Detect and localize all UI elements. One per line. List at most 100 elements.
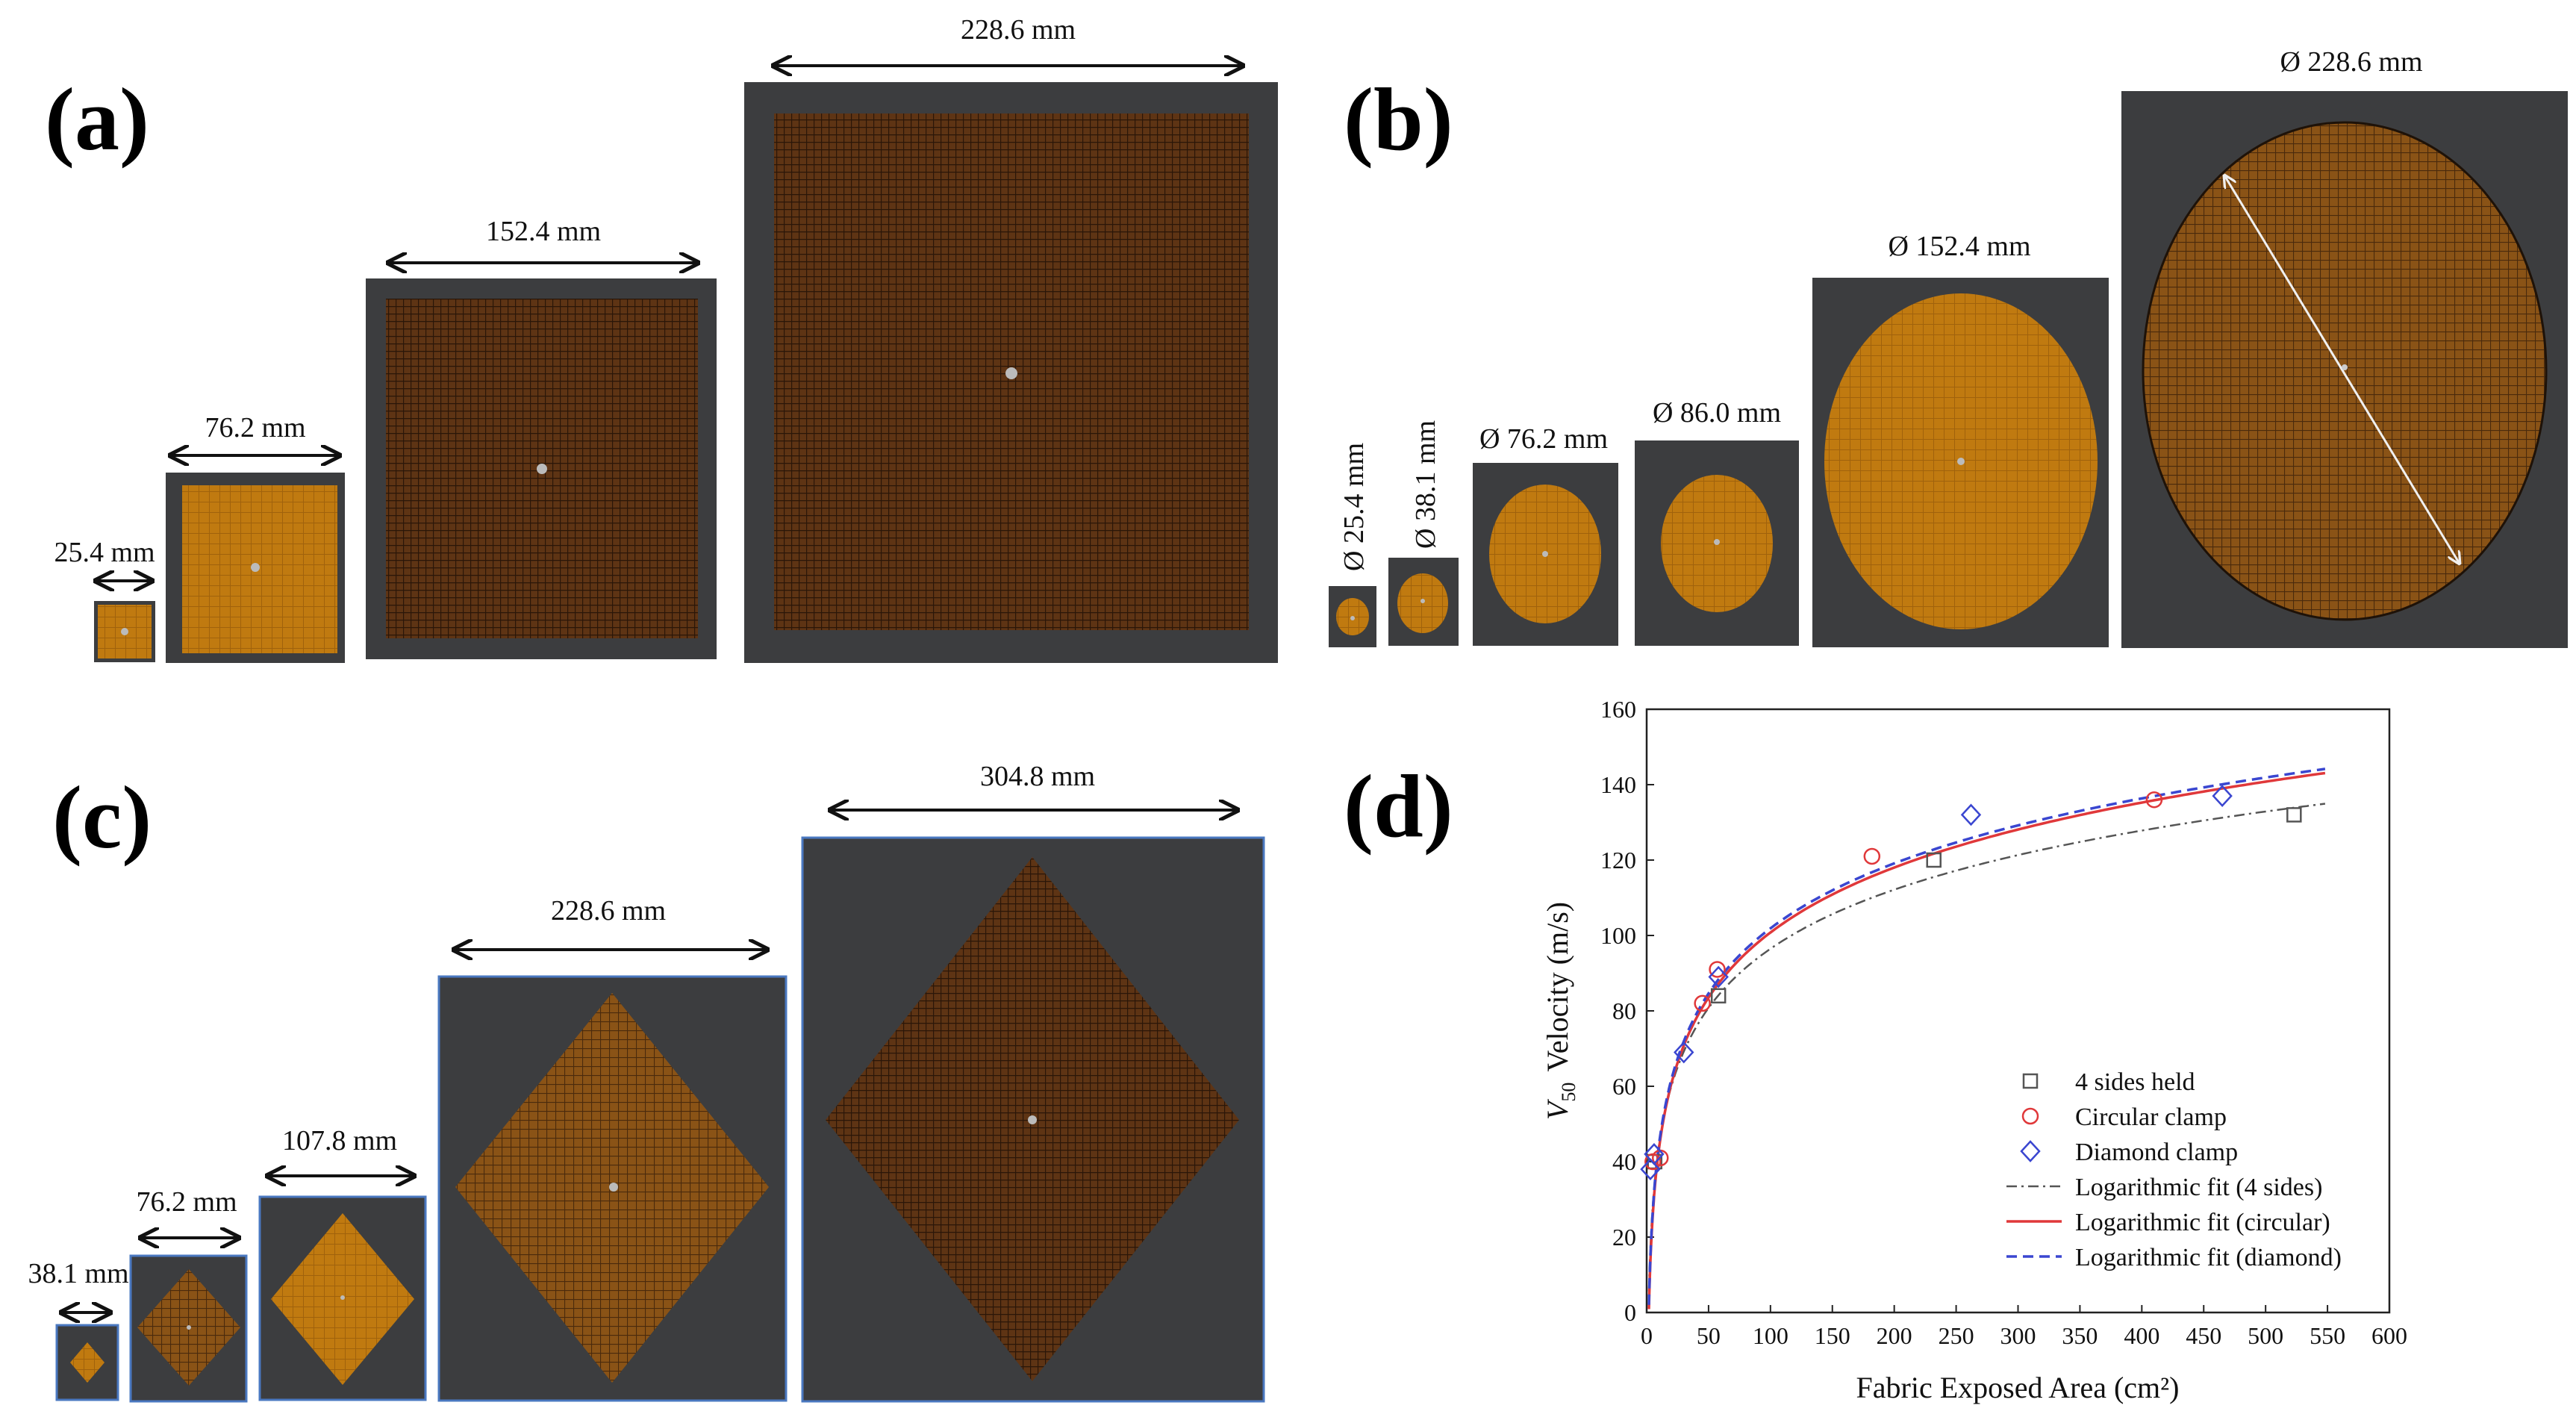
x-tick-label: 100 bbox=[1753, 1322, 1788, 1349]
dim-label: Ø 76.2 mm bbox=[1479, 423, 1608, 455]
sample-c-2: 76.2 mm bbox=[129, 1186, 248, 1403]
dim-label: Ø 86.0 mm bbox=[1653, 397, 1781, 429]
x-tick-label: 300 bbox=[2000, 1322, 2036, 1349]
x-tick-label: 350 bbox=[2062, 1322, 2098, 1349]
dim-label: 228.6 mm bbox=[551, 895, 666, 927]
sample-a-4: 228.6 mm bbox=[744, 14, 1278, 663]
y-axis-title-sub: 50 bbox=[1558, 1083, 1579, 1102]
x-tick-label: 250 bbox=[1939, 1322, 1974, 1349]
projectile bbox=[1350, 616, 1355, 620]
y-tick-label: 0 bbox=[1624, 1299, 1636, 1326]
y-tick-label: 40 bbox=[1612, 1148, 1636, 1175]
dim-label: Ø 228.6 mm bbox=[2280, 46, 2422, 78]
projectile bbox=[2342, 364, 2348, 370]
legend-marker-square bbox=[2022, 1073, 2039, 1089]
projectile bbox=[1420, 599, 1425, 603]
y-axis-title-v: V bbox=[1541, 1098, 1574, 1120]
data-point-diamond bbox=[1960, 803, 1982, 826]
data-point-diamond bbox=[1644, 1143, 1665, 1165]
y-tick-label: 120 bbox=[1600, 847, 1636, 874]
x-tick-label: 400 bbox=[2124, 1322, 2159, 1349]
panel-b: (b) Ø 25.4 mm Ø 38.1 mm Ø 76.2 mm Ø 86.0… bbox=[1329, 46, 2568, 648]
dim-label: Ø 152.4 mm bbox=[1888, 231, 2030, 262]
x-tick-label: 150 bbox=[1815, 1322, 1850, 1349]
sample-c-1: 38.1 mm bbox=[28, 1258, 129, 1401]
legend-label: Logarithmic fit (4 sides) bbox=[2075, 1174, 2322, 1201]
panel-a: (a) 25.4 mm 76.2 mm 152.4 mm 228. bbox=[45, 14, 1278, 663]
x-axis-title-text: Fabric Exposed Area (cm²) bbox=[1856, 1371, 2180, 1404]
projectile bbox=[1028, 1115, 1037, 1124]
panel-c-label: (c) bbox=[52, 767, 152, 867]
x-tick-label: 200 bbox=[1877, 1322, 1912, 1349]
dim-label: 76.2 mm bbox=[136, 1186, 237, 1218]
projectile bbox=[251, 563, 260, 572]
sample-c-5: 304.8 mm bbox=[801, 761, 1265, 1403]
data-point-circle bbox=[1863, 847, 1881, 865]
projectile bbox=[1005, 367, 1017, 379]
panel-d: (d) 0 50 100 150 200 250 300 350 400 450 500 550 600… bbox=[1344, 696, 2407, 1404]
data-point-square bbox=[2286, 807, 2302, 823]
sample-b-3: Ø 76.2 mm bbox=[1473, 423, 1618, 646]
dim-label: 25.4 mm bbox=[54, 537, 155, 568]
sample-c-4: 228.6 mm bbox=[437, 895, 788, 1402]
dim-label: 107.8 mm bbox=[282, 1125, 397, 1156]
dim-label: Ø 38.1 mm bbox=[1410, 420, 1441, 549]
projectile bbox=[1957, 458, 1965, 465]
projectile bbox=[121, 628, 128, 635]
data-point-diamond bbox=[1640, 1158, 1661, 1180]
fit-curve-dashed bbox=[1647, 767, 2326, 1305]
y-tick-label: 60 bbox=[1612, 1073, 1636, 1100]
x-tick-label: 450 bbox=[2186, 1322, 2221, 1349]
legend-marker-circle bbox=[2021, 1107, 2039, 1125]
sample-c-3: 107.8 mm bbox=[258, 1125, 427, 1401]
data-point-diamond bbox=[1708, 965, 1729, 988]
legend-label: Logarithmic fit (diamond) bbox=[2075, 1244, 2342, 1271]
sample-b-4: Ø 86.0 mm bbox=[1635, 397, 1799, 646]
fabric bbox=[70, 1342, 105, 1383]
sample-b-1: Ø 25.4 mm bbox=[1329, 443, 1376, 647]
dim-label: 38.1 mm bbox=[28, 1258, 128, 1289]
sample-a-2: 76.2 mm bbox=[166, 412, 345, 663]
x-tick-label: 500 bbox=[2248, 1322, 2283, 1349]
projectile bbox=[537, 464, 547, 474]
dim-label: 228.6 mm bbox=[961, 14, 1076, 46]
fabric bbox=[2142, 121, 2548, 621]
panel-b-label: (b) bbox=[1344, 69, 1453, 169]
sample-b-2: Ø 38.1 mm bbox=[1388, 420, 1459, 646]
data-point-diamond bbox=[1674, 1041, 1694, 1064]
panel-d-label: (d) bbox=[1344, 756, 1453, 856]
legend-label: Logarithmic fit (circular) bbox=[2075, 1209, 2330, 1236]
legend-label: Diamond clamp bbox=[2075, 1139, 2238, 1166]
sample-b-5: Ø 152.4 mm bbox=[1812, 231, 2109, 647]
x-tick-label: 50 bbox=[1697, 1322, 1721, 1349]
dim-label: 152.4 mm bbox=[486, 216, 601, 247]
y-tick-label: 20 bbox=[1612, 1224, 1636, 1251]
y-axis-title: V50 Velocity (m/s) bbox=[1541, 902, 1579, 1120]
data-point-circle bbox=[1709, 961, 1726, 978]
y-tick-label: 80 bbox=[1612, 997, 1636, 1024]
dim-label: Ø 25.4 mm bbox=[1338, 443, 1370, 571]
legend-label: Circular clamp bbox=[2075, 1103, 2227, 1131]
data-points bbox=[1640, 785, 2302, 1180]
x-axis-title: Fabric Exposed Area (cm²) bbox=[1856, 1371, 2180, 1404]
projectile bbox=[1542, 551, 1548, 557]
fit-curves bbox=[1647, 767, 2326, 1310]
sample-a-1: 25.4 mm bbox=[54, 537, 155, 662]
sample-b-6: Ø 228.6 mm bbox=[2121, 46, 2568, 648]
fabric bbox=[182, 485, 337, 653]
data-point-circle bbox=[1694, 994, 1711, 1012]
legend: 4 sides held Circular clamp Diamond clamp L… bbox=[2006, 1068, 2342, 1271]
data-point-square bbox=[1710, 988, 1727, 1004]
x-tick-label: 550 bbox=[2310, 1322, 2345, 1349]
legend-marker-diamond bbox=[2020, 1140, 2041, 1162]
y-tick-label: 100 bbox=[1600, 922, 1636, 949]
projectile bbox=[609, 1183, 618, 1192]
y-axis-title-rest: Velocity (m/s) bbox=[1541, 902, 1574, 1072]
dim-label: 304.8 mm bbox=[980, 761, 1095, 792]
v50-chart: 0 50 100 150 200 250 300 350 400 450 500 550 600 0 20… bbox=[1541, 696, 2407, 1404]
y-tick-label: 140 bbox=[1600, 771, 1636, 798]
projectile bbox=[1714, 539, 1720, 545]
x-tick-label: 0 bbox=[1641, 1322, 1653, 1349]
legend-label: 4 sides held bbox=[2075, 1068, 2195, 1096]
